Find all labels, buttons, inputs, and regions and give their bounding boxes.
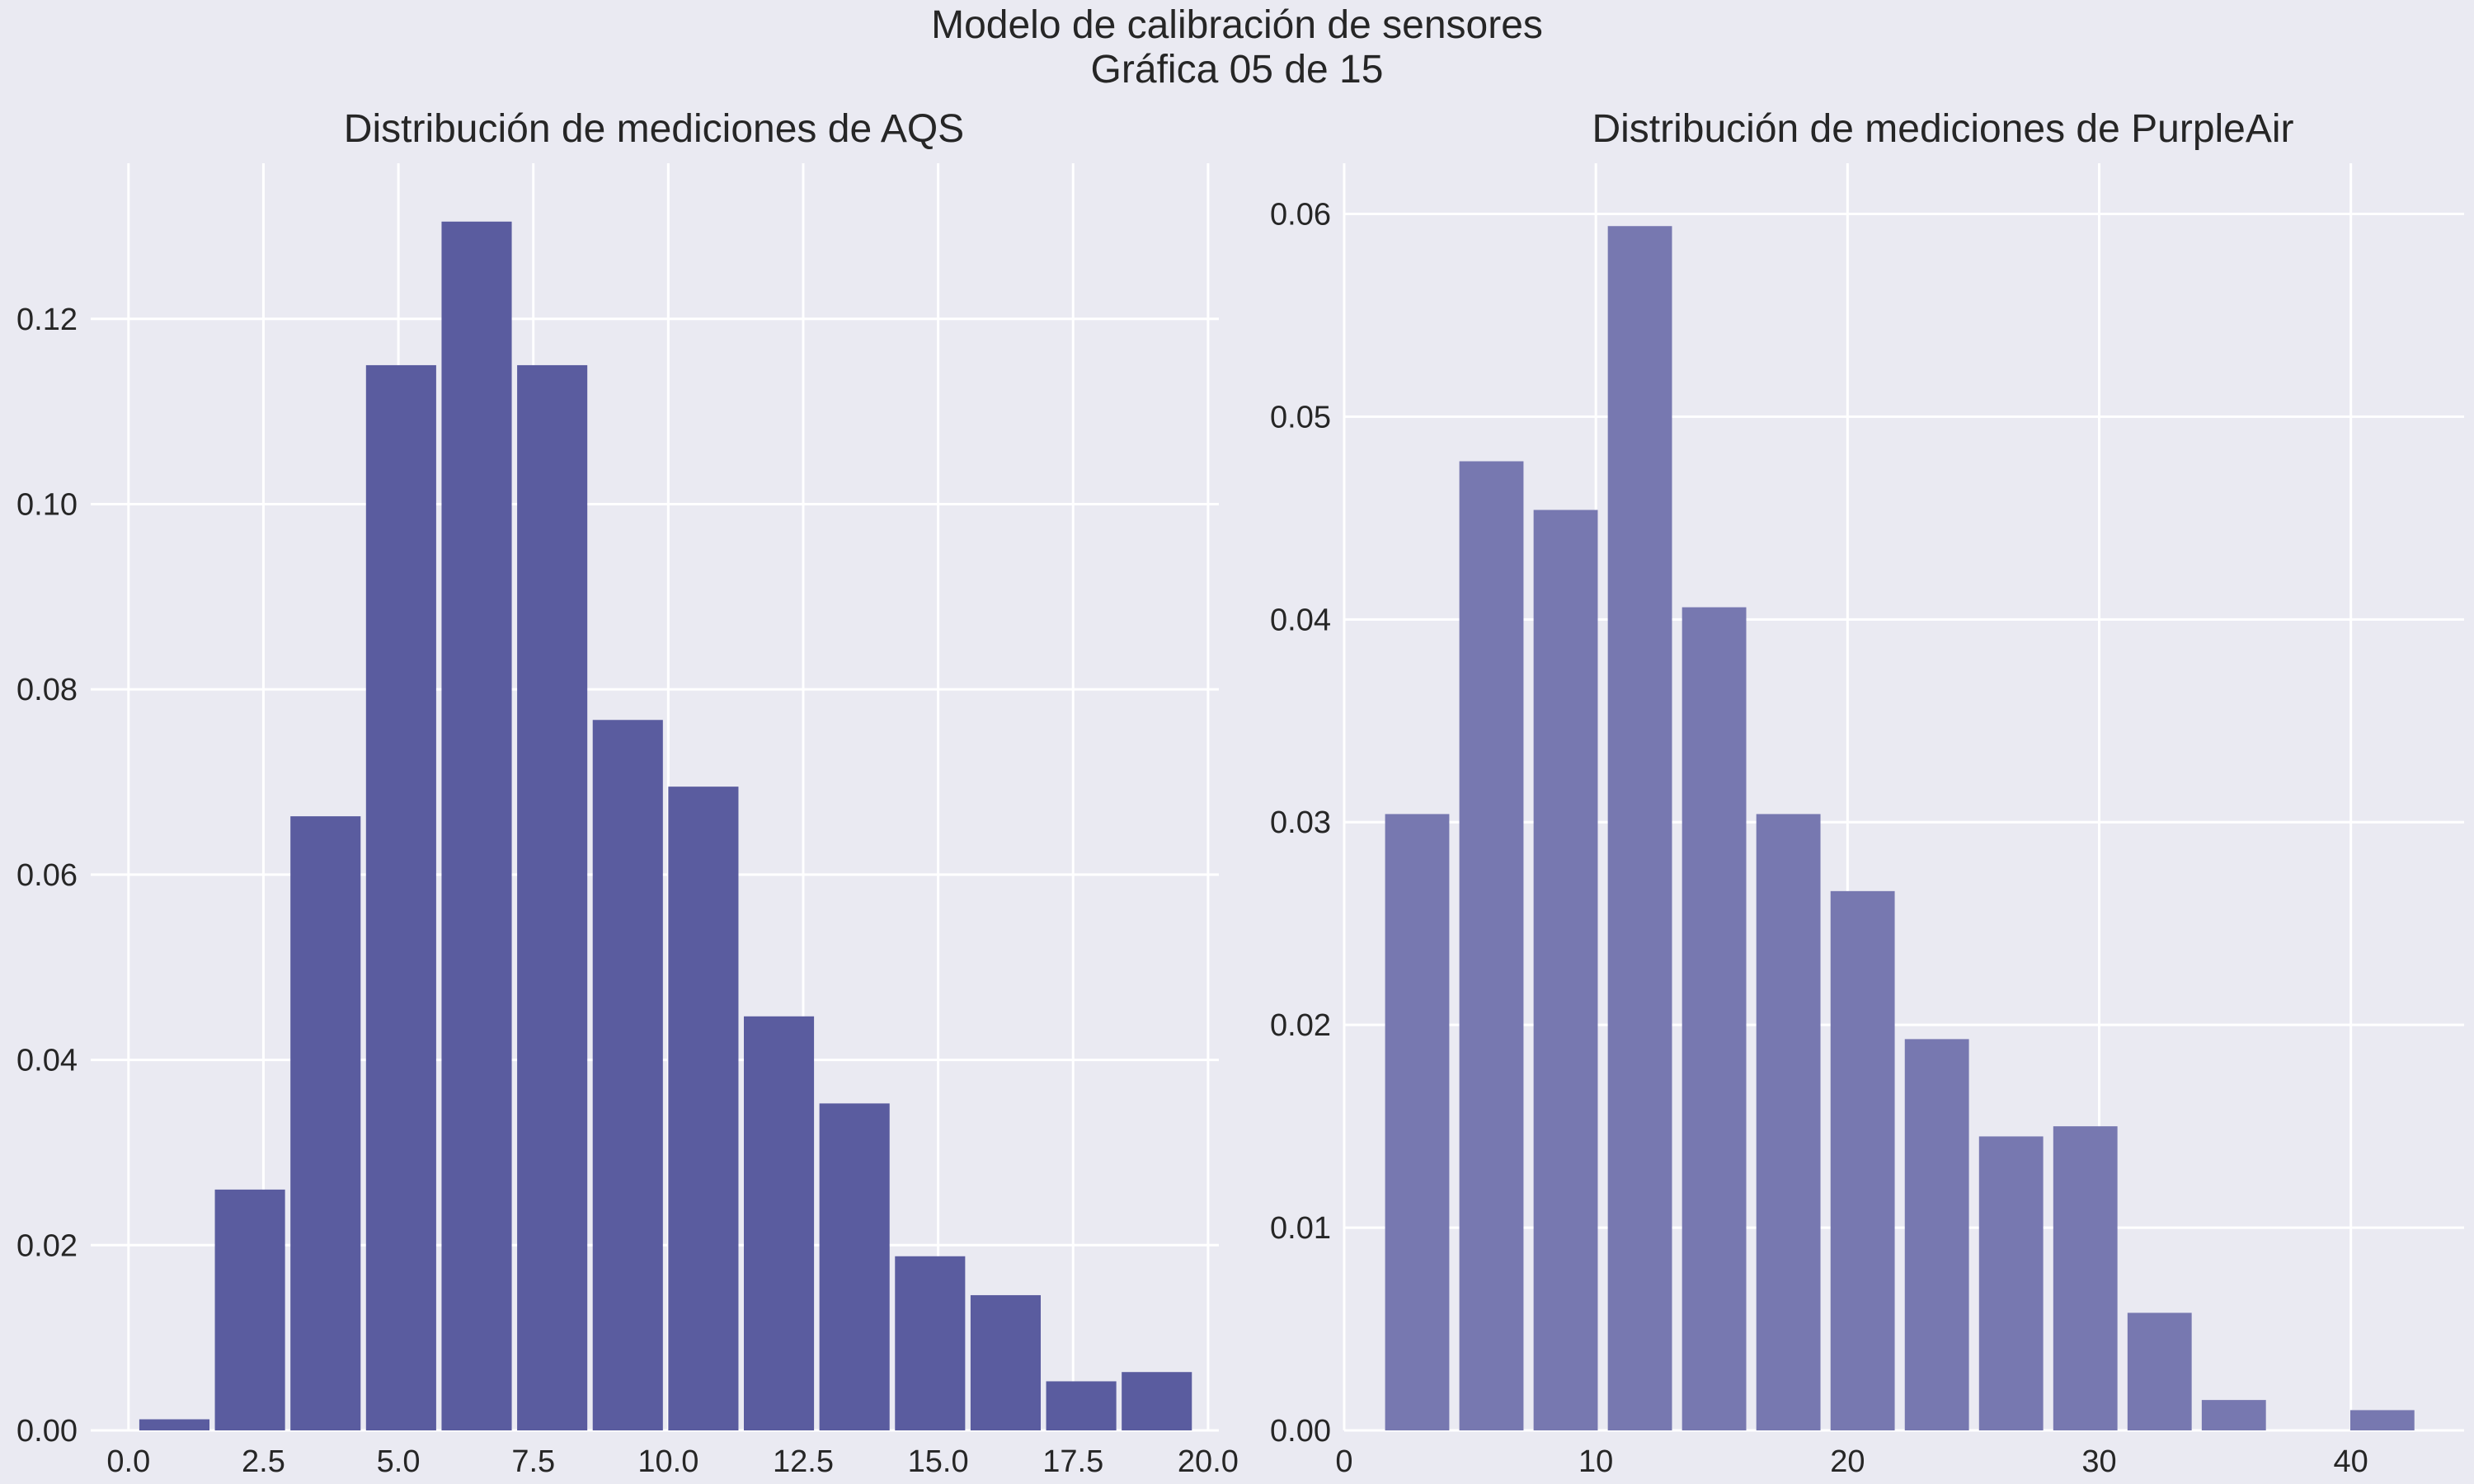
aqs-bar-10 <box>895 1256 966 1430</box>
aqs-bar-1 <box>214 1189 285 1430</box>
aqs-x-tick-label-4: 10.0 <box>637 1444 698 1479</box>
aqs-bar-13 <box>1122 1372 1192 1430</box>
aqs-y-tick-label-5: 0.10 <box>16 487 78 522</box>
purpleair-bar-10 <box>2127 1313 2192 1430</box>
aqs-x-tick-label-1: 2.5 <box>242 1444 285 1479</box>
purpleair-y-tick-label-6: 0.06 <box>1270 197 1331 232</box>
aqs-x-tick-label-8: 20.0 <box>1178 1444 1239 1479</box>
aqs-bar-9 <box>819 1103 890 1430</box>
aqs-x-tick-label-6: 15.0 <box>908 1444 969 1479</box>
aqs-bar-6 <box>592 720 663 1430</box>
aqs-bar-2 <box>290 816 361 1430</box>
aqs-y-tick-label-3: 0.06 <box>16 858 78 893</box>
aqs-y-tick-label-2: 0.04 <box>16 1044 78 1078</box>
aqs-histogram-panel: Distribución de mediciones de AQS 0.0 2.5… <box>16 107 1239 1479</box>
aqs-bar-5 <box>517 364 588 1430</box>
purpleair-y-tick-label-0: 0.00 <box>1270 1414 1331 1449</box>
purpleair-bar-6 <box>1830 890 1895 1430</box>
aqs-y-tick-label-1: 0.02 <box>16 1228 78 1263</box>
purpleair-x-tick-label-4: 40 <box>2334 1444 2368 1479</box>
purpleair-x-tick-label-2: 20 <box>1830 1444 1865 1479</box>
aqs-y-tick-label-6: 0.12 <box>16 303 78 337</box>
purpleair-bar-5 <box>1756 814 1821 1430</box>
purpleair-bar-1 <box>1459 461 1524 1430</box>
purpleair-y-tick-label-3: 0.03 <box>1270 805 1331 840</box>
purpleair-bar-0 <box>1385 814 1450 1430</box>
purpleair-x-tick-label-0: 0 <box>1335 1444 1352 1479</box>
suptitle-line1: Modelo de calibración de sensores <box>931 3 1543 47</box>
purpleair-bar-13 <box>2349 1410 2415 1430</box>
aqs-bar-4 <box>441 221 512 1430</box>
purpleair-bar-7 <box>1904 1039 1969 1430</box>
purpleair-bar-2 <box>1533 510 1598 1430</box>
aqs-x-tick-label-5: 12.5 <box>773 1444 834 1479</box>
aqs-bar-3 <box>365 364 436 1430</box>
aqs-x-tick-label-7: 17.5 <box>1042 1444 1103 1479</box>
purpleair-bar-11 <box>2201 1400 2266 1430</box>
aqs-y-tick-label-4: 0.08 <box>16 673 78 707</box>
purpleair-y-tick-label-1: 0.01 <box>1270 1211 1331 1246</box>
aqs-bar-0 <box>139 1419 209 1430</box>
purpleair-y-tick-label-4: 0.04 <box>1270 603 1331 637</box>
aqs-y-tick-label-0: 0.00 <box>16 1414 78 1449</box>
purpleair-bar-4 <box>1681 607 1747 1430</box>
purpleair-bar-3 <box>1607 226 1672 1430</box>
aqs-bar-11 <box>970 1294 1041 1430</box>
suptitle-line2: Gráfica 05 de 15 <box>1091 48 1384 92</box>
aqs-plot-area <box>91 163 1219 1432</box>
purpleair-histogram-title: Distribución de mediciones de PurpleAir <box>1592 107 2293 151</box>
purpleair-histogram-panel: Distribución de mediciones de PurpleAir … <box>1270 107 2464 1479</box>
aqs-x-tick-label-3: 7.5 <box>511 1444 555 1479</box>
purpleair-x-tick-label-3: 30 <box>2081 1444 2116 1479</box>
aqs-bar-8 <box>744 1016 815 1430</box>
purpleair-bar-9 <box>2053 1126 2118 1430</box>
purpleair-y-tick-label-5: 0.05 <box>1270 400 1331 434</box>
aqs-bar-7 <box>668 787 739 1430</box>
aqs-histogram-title: Distribución de mediciones de AQS <box>344 107 964 151</box>
purpleair-x-tick-label-1: 10 <box>1578 1444 1613 1479</box>
purpleair-bar-8 <box>1978 1136 2044 1430</box>
aqs-x-tick-label-2: 5.0 <box>377 1444 421 1479</box>
purpleair-plot-area <box>1343 163 2464 1432</box>
purpleair-y-tick-label-2: 0.02 <box>1270 1008 1331 1043</box>
aqs-bar-12 <box>1046 1381 1117 1430</box>
aqs-x-tick-label-0: 0.0 <box>106 1444 150 1479</box>
